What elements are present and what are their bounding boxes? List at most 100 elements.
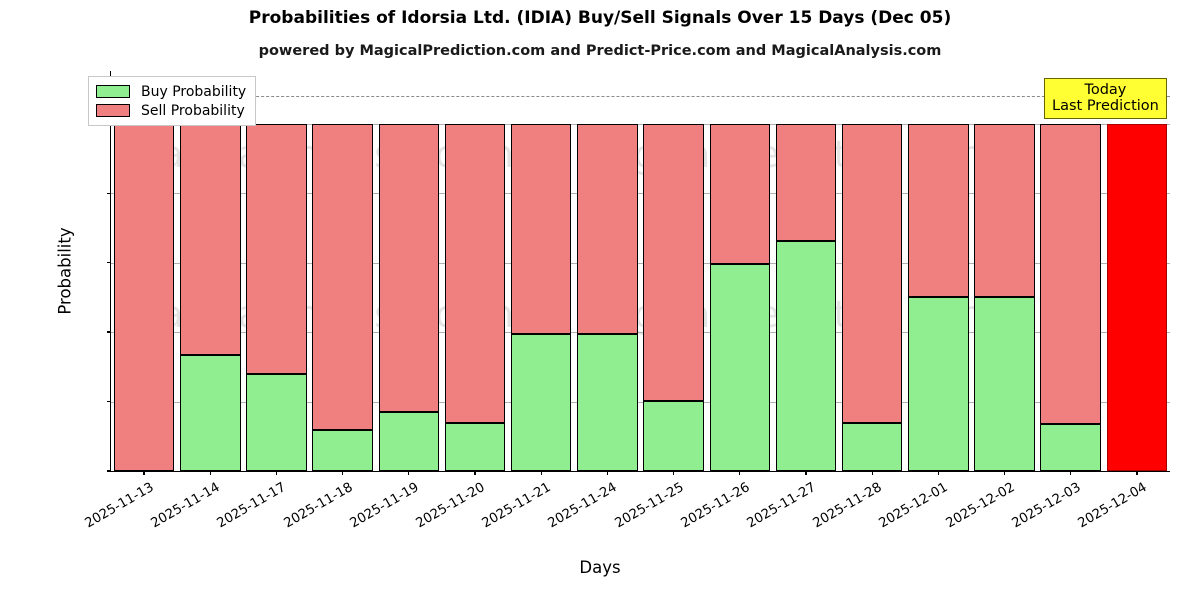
bar-segment-sell[interactable] <box>246 123 307 375</box>
bar-segment-buy[interactable] <box>709 263 771 471</box>
x-tick-label: 2025-11-25 <box>612 480 687 532</box>
x-tick-label: 2025-11-28 <box>810 480 885 532</box>
today-line-2: Last Prediction <box>1052 98 1159 115</box>
bar-segment-sell[interactable] <box>775 123 837 241</box>
bar-group[interactable] <box>974 71 1035 471</box>
y-tick-mark <box>107 192 111 194</box>
bar-group[interactable] <box>246 71 307 471</box>
bar-group[interactable] <box>113 71 175 471</box>
x-tick-label: 2025-11-21 <box>479 480 554 532</box>
plot-area: MagicalAnalysis.comMagicalPrediction.com… <box>56 71 1170 475</box>
x-tick-label: 2025-12-01 <box>876 480 951 532</box>
bar-segment-sell[interactable] <box>312 123 373 430</box>
y-axis-label: Probability <box>55 227 75 315</box>
x-tick-label: 2025-11-24 <box>546 480 620 532</box>
bar-segment-sell[interactable] <box>643 123 704 401</box>
x-tick-mark <box>342 471 344 475</box>
legend-item[interactable]: Buy Probability <box>96 82 246 101</box>
bar-segment-sell[interactable] <box>1040 123 1101 424</box>
gridline <box>111 123 1170 125</box>
bar-segment-sell[interactable] <box>378 123 440 413</box>
x-tick-mark <box>540 471 542 475</box>
bar-group[interactable] <box>444 71 506 471</box>
bar-group[interactable] <box>908 71 969 471</box>
bar-segment-buy[interactable] <box>312 429 373 471</box>
x-tick-mark <box>937 471 939 475</box>
bar-segment-sell[interactable] <box>908 123 969 298</box>
reference-dashed-line <box>111 96 1170 97</box>
x-tick-mark <box>672 471 675 475</box>
legend-swatch-sell <box>96 104 130 117</box>
today-annotation: Today Last Prediction <box>1044 78 1167 120</box>
bar-segment-sell[interactable] <box>974 123 1035 298</box>
x-tick-mark <box>408 471 410 475</box>
y-tick-mark <box>107 331 111 333</box>
bar-segment-sell[interactable] <box>510 123 572 334</box>
gridline <box>111 262 1170 264</box>
plot-inner: MagicalAnalysis.comMagicalPrediction.com… <box>111 71 1170 471</box>
chart-subtitle: powered by MagicalPrediction.com and Pre… <box>258 43 942 59</box>
x-tick-label: 2025-11-27 <box>744 480 819 532</box>
x-tick-label: 2025-12-03 <box>1009 480 1084 532</box>
bar-group[interactable] <box>1106 71 1168 471</box>
bar-segment-buy[interactable] <box>775 240 837 471</box>
bar-segment-buy[interactable] <box>510 333 572 471</box>
bar-segment-sell[interactable] <box>113 123 175 471</box>
bar-group[interactable] <box>643 71 704 471</box>
legend-item[interactable]: Sell Probability <box>96 101 246 120</box>
bar-group[interactable] <box>312 71 373 471</box>
bar-segment-buy[interactable] <box>1040 423 1101 471</box>
x-tick-label: 2025-12-02 <box>943 480 1018 532</box>
bar-group[interactable] <box>775 71 837 471</box>
x-tick-label: 2025-11-26 <box>678 480 753 532</box>
bar-group[interactable] <box>180 71 241 471</box>
bar-segment-buy[interactable] <box>444 422 506 471</box>
x-tick-label: 2025-11-14 <box>148 480 223 532</box>
bar-group[interactable] <box>1040 71 1101 471</box>
gridline <box>111 332 1170 334</box>
x-tick-label: 2025-11-18 <box>281 480 356 532</box>
bar-segment-sell[interactable] <box>444 123 506 423</box>
bar-segment-sell[interactable] <box>709 123 771 264</box>
x-tick-mark <box>606 471 609 475</box>
legend-swatch-buy <box>96 85 130 98</box>
x-tick-label: 2025-11-17 <box>215 480 289 532</box>
y-tick-mark <box>107 400 111 403</box>
bar-segment-buy[interactable] <box>974 297 1035 471</box>
x-tick-mark <box>871 471 873 475</box>
bar-segment-buy[interactable] <box>246 374 307 471</box>
x-tick-label: 2025-12-04 <box>1075 480 1150 532</box>
x-tick-mark <box>1003 471 1006 475</box>
bar-segment-buy[interactable] <box>643 400 704 471</box>
x-tick-label: 2025-11-20 <box>413 480 488 532</box>
bar-group[interactable] <box>378 71 440 471</box>
bar-group[interactable] <box>510 71 572 471</box>
bar-segment-buy[interactable] <box>841 422 903 471</box>
bar-group[interactable] <box>709 71 771 471</box>
bar-group[interactable] <box>841 71 903 471</box>
x-axis-label: Days <box>579 558 621 577</box>
y-tick-mark <box>107 470 111 472</box>
chart-legend: Buy Probability Sell Probability <box>88 76 257 126</box>
bar-segment-sell[interactable] <box>180 123 241 356</box>
x-tick-mark <box>474 471 476 475</box>
bar-segment-buy[interactable] <box>180 355 241 471</box>
bar-segment-sell[interactable] <box>577 123 638 334</box>
bar-segment-sell[interactable] <box>841 123 903 423</box>
bar-segment-buy[interactable] <box>908 297 969 471</box>
bar-segment-buy[interactable] <box>577 333 638 471</box>
x-tick-mark <box>275 471 278 475</box>
legend-label: Sell Probability <box>141 102 245 119</box>
chart-title: Probabilities of Idorsia Ltd. (IDIA) Buy… <box>248 8 952 28</box>
gridline <box>111 401 1170 403</box>
x-tick-label: 2025-11-19 <box>347 480 422 532</box>
bar-group[interactable] <box>577 71 638 471</box>
bar-segment-buy[interactable] <box>378 412 440 471</box>
x-tick-label: 2025-11-13 <box>82 480 157 532</box>
x-tick-mark <box>209 471 211 475</box>
y-tick-mark <box>107 262 111 264</box>
x-tick-mark <box>1070 471 1072 475</box>
today-line-1: Today <box>1084 82 1127 98</box>
bar-segment-sell[interactable] <box>1106 123 1168 471</box>
